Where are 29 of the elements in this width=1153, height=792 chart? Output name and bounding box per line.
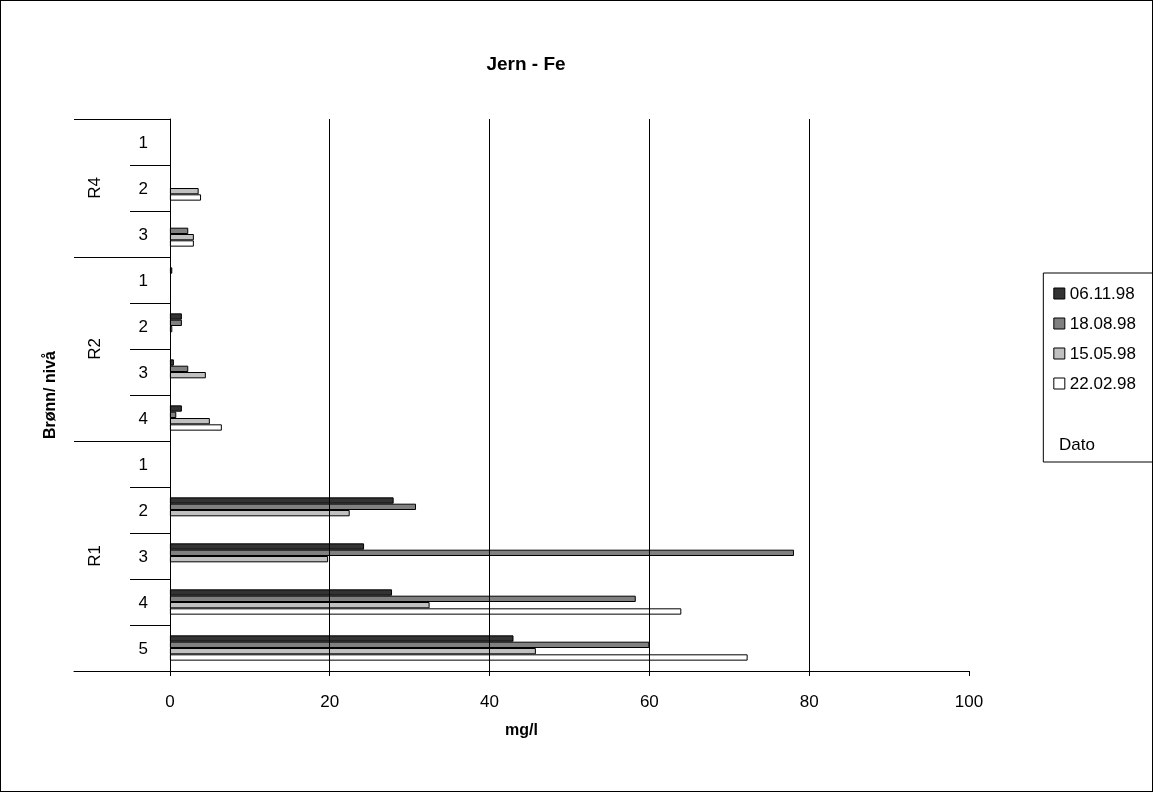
legend-label: 15.05.98 <box>1069 344 1137 363</box>
y-tick-label: 5 <box>138 638 148 658</box>
x-tick-label: 20 <box>320 692 340 711</box>
legend-label: 18.08.98 <box>1069 314 1137 333</box>
y-tick-label: 2 <box>138 500 148 520</box>
x-tick-label: 60 <box>639 692 659 711</box>
y-tick-label: 3 <box>138 362 148 382</box>
y-axis-title: Brønn/ nivå <box>41 350 59 440</box>
annotation: R2 <box>84 338 104 360</box>
y-tick-label: 4 <box>138 592 148 612</box>
y-tick-label: 3 <box>138 224 148 244</box>
x-axis-title: mg/l <box>505 720 538 738</box>
annotation: R1 <box>84 545 104 567</box>
legend-label: 06.11.98 <box>1069 284 1135 303</box>
y-tick-label: 2 <box>138 178 148 198</box>
y-tick-label: 1 <box>138 454 148 474</box>
x-tick-label: 80 <box>799 692 819 711</box>
legend-title: Dato <box>1059 435 1095 454</box>
x-tick-label: 40 <box>480 692 499 711</box>
annotation: R4 <box>84 177 104 199</box>
y-tick-label: 3 <box>138 546 148 566</box>
y-tick-label: 4 <box>138 408 148 428</box>
y-tick-label: 1 <box>138 132 148 152</box>
x-tick-label: 0 <box>165 692 175 711</box>
legend-label: 22.02.98 <box>1069 374 1137 393</box>
y-tick-label: 2 <box>138 316 148 336</box>
x-tick-label: 100 <box>954 692 984 711</box>
chart-title: Jern - Fe <box>486 53 566 74</box>
y-tick-label: 1 <box>138 270 148 290</box>
